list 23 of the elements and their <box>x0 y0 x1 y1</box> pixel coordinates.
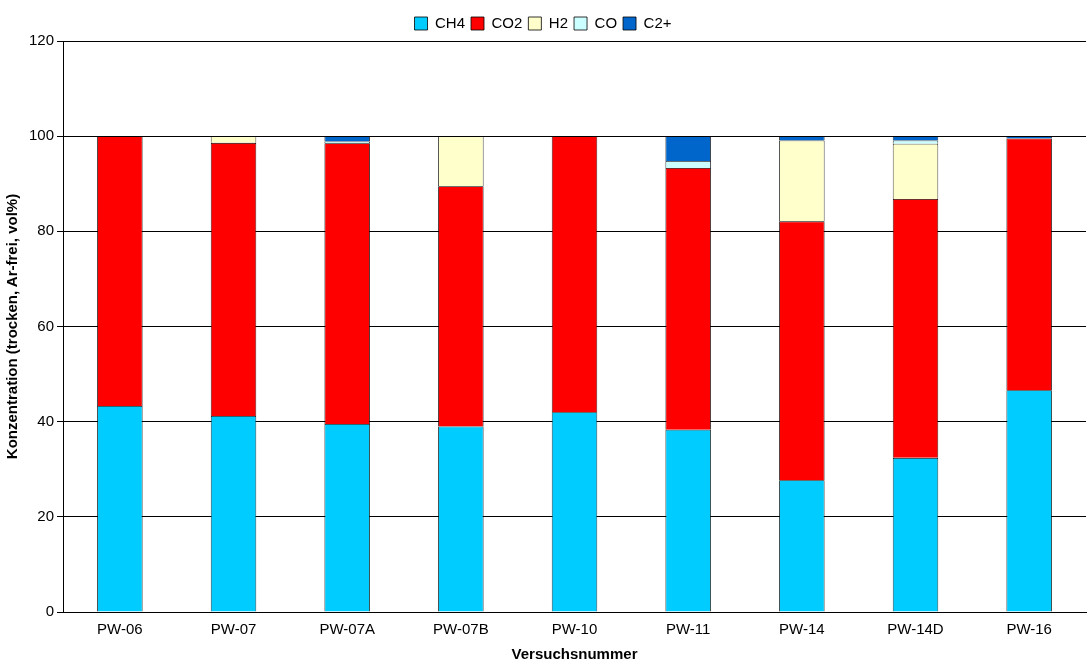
x-tick-label: PW-14D <box>887 620 944 638</box>
x-tick-label: PW-11 <box>665 620 711 638</box>
y-tick-label: 60 <box>37 316 55 334</box>
legend-label: CO2 <box>491 13 523 31</box>
legend-label: CH4 <box>435 13 466 31</box>
legend-label: C2+ <box>643 13 672 31</box>
y-tick-label: 40 <box>37 411 55 429</box>
y-tick-label: 80 <box>37 221 55 239</box>
y-axis-title: Konzentration (trocken, Ar-frei, vol%) <box>3 193 21 460</box>
y-tick-label: 20 <box>37 506 55 524</box>
x-tick-label: PW-07B <box>433 620 489 638</box>
x-tick-label: PW-16 <box>1006 620 1052 638</box>
legend-label: CO <box>594 13 618 31</box>
x-axis-title: Versuchsnummer <box>511 645 638 663</box>
x-tick-label: PW-07 <box>210 620 257 638</box>
y-tick-label: 120 <box>29 31 55 49</box>
x-tick-label: PW-06 <box>97 620 143 638</box>
x-tick-label: PW-07A <box>319 620 375 638</box>
x-tick-label: PW-14 <box>779 620 825 638</box>
legend-label: H2 <box>548 13 569 31</box>
y-tick-label: 100 <box>29 126 55 144</box>
x-tick-label: PW-10 <box>551 620 598 638</box>
y-tick-label: 0 <box>45 602 55 620</box>
